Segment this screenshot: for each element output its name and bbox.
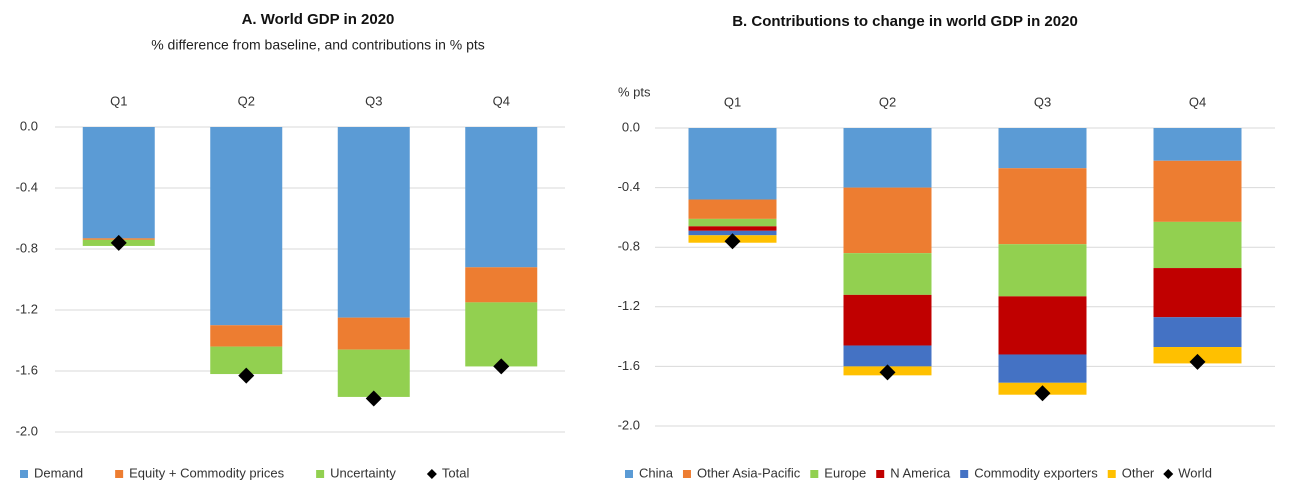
bar-segment xyxy=(465,127,538,268)
bar-segment xyxy=(688,226,777,231)
legend-marker xyxy=(960,470,969,478)
x-tick-label: Q1 xyxy=(724,94,741,109)
legend-label: Total xyxy=(442,465,470,480)
y-tick-label: -0.8 xyxy=(16,240,38,255)
legend-label: Other Asia-Pacific xyxy=(697,465,801,480)
bar-segment xyxy=(843,345,932,367)
x-tick-label: Q3 xyxy=(1034,94,1051,109)
y-tick-label: -2.0 xyxy=(16,423,38,438)
total-marker xyxy=(724,233,741,250)
legend-marker xyxy=(625,470,633,478)
bar-segment xyxy=(998,128,1087,169)
y-axis-label: % pts xyxy=(618,84,651,99)
legend-label: Commodity exporters xyxy=(974,465,1098,480)
bar-segment xyxy=(843,294,932,346)
bar-segment xyxy=(688,218,777,227)
x-tick-label: Q2 xyxy=(879,94,896,109)
bar-segment xyxy=(210,325,283,347)
legend-marker xyxy=(810,470,819,478)
y-tick-label: -2.0 xyxy=(618,417,640,432)
legend-marker xyxy=(426,469,437,479)
x-tick-label: Q4 xyxy=(493,93,510,108)
y-tick-label: 0.0 xyxy=(622,119,640,134)
y-tick-label: -1.2 xyxy=(618,298,640,313)
legend-marker xyxy=(20,470,28,478)
legend-label: Equity + Commodity prices xyxy=(129,465,284,480)
x-tick-label: Q4 xyxy=(1189,94,1206,109)
bar-segment xyxy=(998,244,1087,297)
bar-segment xyxy=(688,230,777,236)
legend-marker xyxy=(682,470,691,478)
legend-label: World xyxy=(1178,465,1212,480)
bar-segment xyxy=(1153,268,1242,318)
legend-marker xyxy=(1163,469,1174,479)
bar-segment xyxy=(843,187,932,254)
x-tick-label: Q2 xyxy=(238,93,255,108)
bar-segment xyxy=(1153,128,1242,161)
bar-segment xyxy=(210,127,283,326)
bar-segment xyxy=(688,199,777,219)
legend-marker xyxy=(876,470,885,478)
chart-subtitle: % difference from baseline, and contribu… xyxy=(151,37,485,53)
legend-label: Demand xyxy=(34,465,83,480)
total-marker xyxy=(879,364,896,381)
bar-segment xyxy=(465,267,538,303)
chart-title: B. Contributions to change in world GDP … xyxy=(732,13,1078,30)
total-marker xyxy=(110,234,127,251)
bar-segment xyxy=(998,168,1087,245)
bar-segment xyxy=(337,127,410,318)
x-tick-label: Q1 xyxy=(110,93,127,108)
y-tick-label: 0.0 xyxy=(20,118,38,133)
bar-segment xyxy=(465,302,538,367)
legend-label: Other xyxy=(1122,465,1155,480)
y-tick-label: -1.6 xyxy=(16,362,38,377)
bar-segment xyxy=(843,128,932,188)
bar-segment xyxy=(1153,160,1242,222)
bar-segment xyxy=(998,296,1087,355)
bar-segment xyxy=(337,349,410,397)
y-tick-label: -0.8 xyxy=(618,239,640,254)
y-tick-label: -1.2 xyxy=(16,301,38,316)
legend-marker xyxy=(1107,470,1116,478)
total-marker xyxy=(493,358,510,375)
legend-marker xyxy=(316,470,325,478)
total-marker xyxy=(238,367,255,384)
bar-segment xyxy=(82,127,155,239)
y-tick-label: -0.4 xyxy=(16,179,38,194)
legend-label: N America xyxy=(890,465,951,480)
x-tick-label: Q3 xyxy=(365,93,382,108)
total-marker xyxy=(1034,385,1051,402)
y-tick-label: -1.6 xyxy=(618,358,640,373)
legend-label: Uncertainty xyxy=(330,465,396,480)
bar-segment xyxy=(337,317,410,350)
legend-marker xyxy=(115,470,124,478)
bar-segment xyxy=(843,253,932,295)
total-marker xyxy=(365,390,382,407)
bar-segment xyxy=(1153,221,1242,269)
y-tick-label: -0.4 xyxy=(618,179,640,194)
bar-segment xyxy=(1153,317,1242,348)
legend-label: China xyxy=(639,465,674,480)
total-marker xyxy=(1189,353,1206,370)
bar-segment xyxy=(688,128,777,200)
chart-title: A. World GDP in 2020 xyxy=(242,11,395,28)
legend-label: Europe xyxy=(824,465,866,480)
bar-segment xyxy=(998,354,1087,383)
